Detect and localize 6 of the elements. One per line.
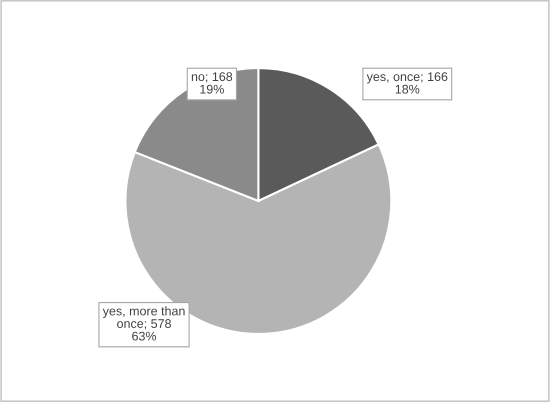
slice-label: yes, once; 166	[366, 72, 448, 84]
data-label: 63%	[132, 332, 156, 341]
data-label: 19%	[200, 84, 224, 94]
data-label: 18%	[396, 84, 420, 94]
slice-label: yes, more than once; 578	[102, 306, 185, 330]
slice-label: no; 168	[192, 72, 232, 83]
